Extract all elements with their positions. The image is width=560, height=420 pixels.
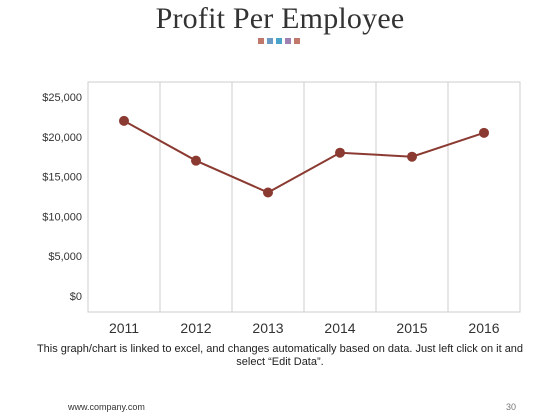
data-point xyxy=(191,155,201,166)
y-tick-label: $0 xyxy=(70,291,82,303)
title-square-3 xyxy=(285,38,291,44)
data-point xyxy=(479,127,489,138)
data-point xyxy=(407,151,417,162)
x-tick-label: 2013 xyxy=(252,320,283,336)
title-square-4 xyxy=(294,38,300,44)
x-tick-label: 2011 xyxy=(109,320,139,336)
x-tick-label: 2014 xyxy=(324,320,355,336)
data-point xyxy=(335,147,345,158)
y-tick-label: $25,000 xyxy=(42,92,82,104)
data-point xyxy=(119,115,129,126)
footer-url: www.company.com xyxy=(68,402,145,412)
y-tick-label: $5,000 xyxy=(48,251,82,263)
series-line xyxy=(123,120,485,194)
title-square-0 xyxy=(258,38,264,44)
y-tick-label: $10,000 xyxy=(42,211,82,223)
data-point xyxy=(263,187,273,198)
chart-caption: This graph/chart is linked to excel, and… xyxy=(36,343,524,368)
slide-title: Profit Per Employee xyxy=(155,2,405,35)
page-number: 30 xyxy=(506,402,517,412)
y-tick-label: $20,000 xyxy=(42,132,82,144)
title-square-2 xyxy=(276,38,282,44)
y-tick-label: $15,000 xyxy=(42,172,82,184)
x-tick-label: 2016 xyxy=(468,320,499,336)
x-tick-label: 2015 xyxy=(396,320,427,336)
title-square-1 xyxy=(267,38,273,44)
title-decoration xyxy=(258,38,300,44)
x-tick-label: 2012 xyxy=(180,320,211,336)
